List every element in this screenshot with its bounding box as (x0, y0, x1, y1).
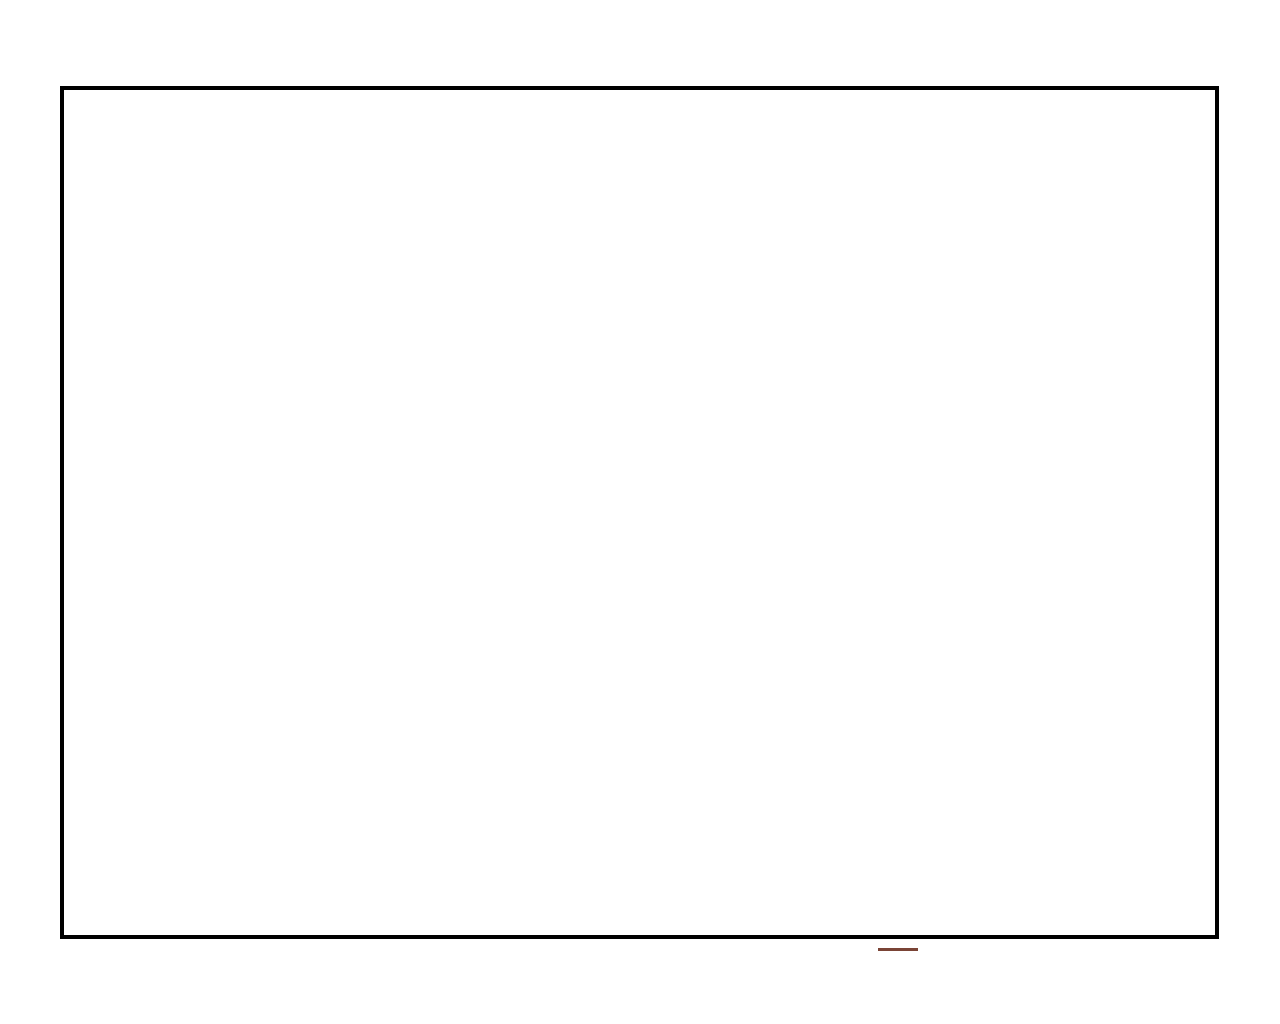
h300-legend-line (878, 948, 918, 951)
map-frame (60, 86, 1219, 939)
h300-legend (878, 948, 926, 951)
